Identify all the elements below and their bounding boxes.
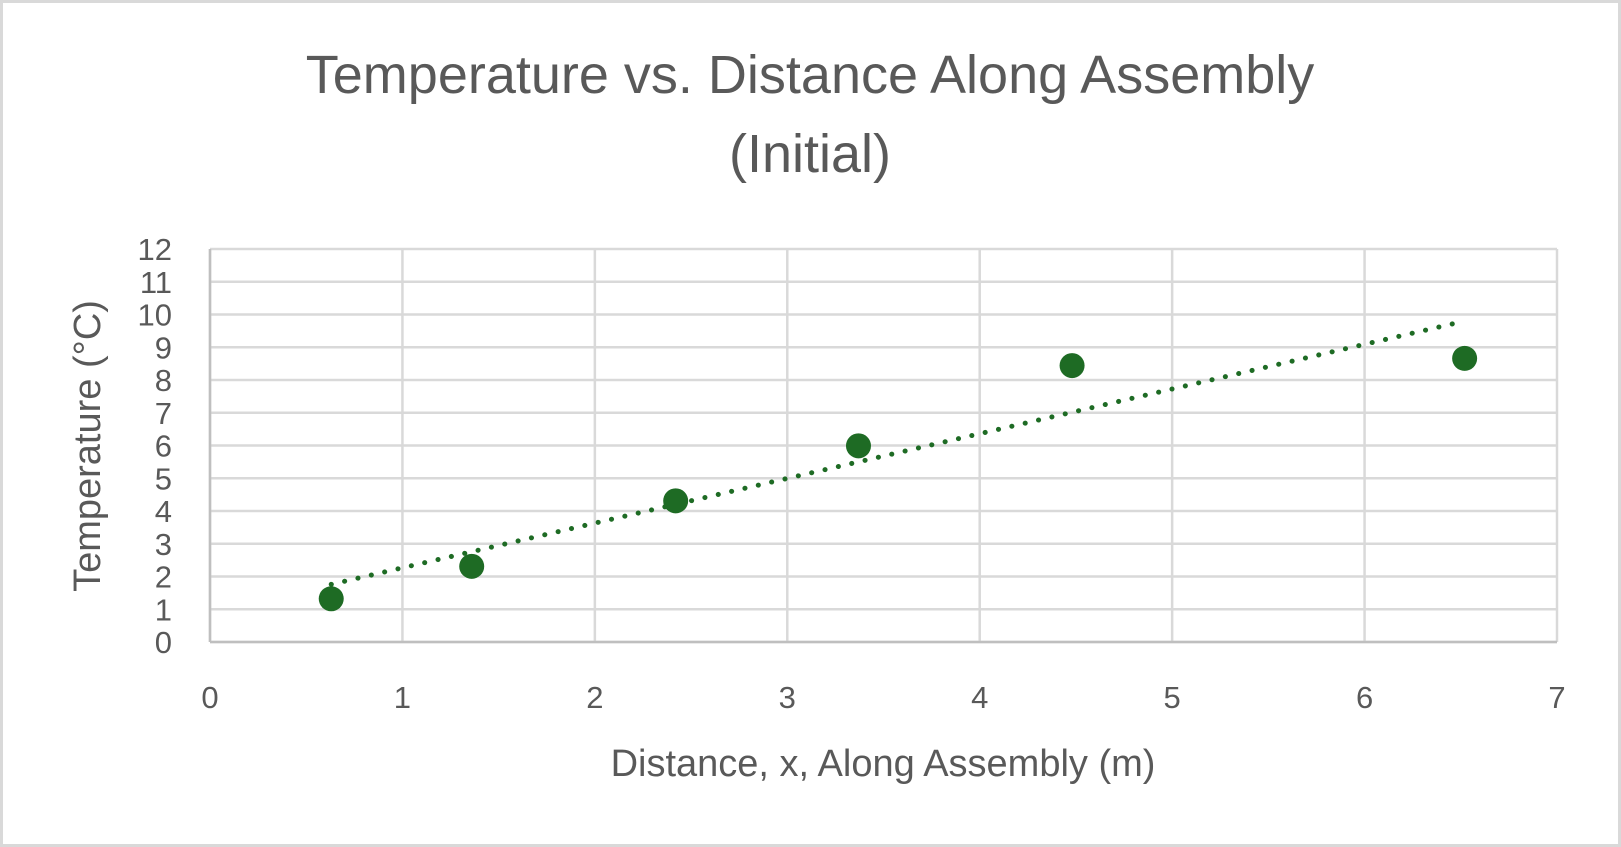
data-point-marker: [459, 553, 485, 579]
x-tick-label: 3: [779, 680, 796, 715]
y-tick-label: 1: [155, 592, 172, 627]
y-tick-label: 10: [138, 298, 172, 333]
y-tick-label: 9: [155, 330, 172, 365]
y-axis-title: Temperature (°C): [67, 300, 109, 592]
y-tick-label: 4: [155, 494, 172, 529]
data-point-marker: [1452, 345, 1478, 371]
axes: [208, 249, 1557, 644]
y-tick-label: 7: [155, 396, 172, 431]
x-tick-label: 1: [394, 680, 411, 715]
y-tick-label: 12: [138, 232, 172, 267]
trendline-path: [328, 318, 1468, 587]
chart-title: Temperature vs. Distance Along Assembly …: [306, 45, 1314, 184]
data-point-marker: [663, 488, 689, 514]
x-tick-label: 2: [586, 680, 603, 715]
linear-trendline: [328, 318, 1468, 587]
y-tick-label: 2: [155, 560, 172, 595]
y-tick-label: 11: [140, 265, 172, 300]
gridlines: [208, 247, 1559, 644]
chart-title-line-1: Temperature vs. Distance Along Assembly: [306, 45, 1314, 105]
data-point-marker: [318, 586, 344, 612]
x-tick-label: 6: [1356, 680, 1373, 715]
chart-title-line-2: (Initial): [729, 124, 891, 184]
y-tick-label: 3: [155, 527, 172, 562]
x-tick-label: 7: [1548, 680, 1565, 715]
y-tick-label: 5: [155, 461, 172, 496]
y-tick-label: 8: [155, 363, 172, 398]
x-tick-label: 4: [971, 680, 988, 715]
x-axis-title: Distance, x, Along Assembly (m): [611, 743, 1156, 785]
data-point-marker: [1059, 353, 1085, 379]
data-points: [318, 345, 1478, 612]
data-point-marker: [845, 433, 871, 459]
y-tick-label: 0: [155, 625, 172, 660]
x-tick-label: 5: [1164, 680, 1181, 715]
x-axis-ticks: 0 1 2 3 4 5 6 7: [201, 680, 1565, 715]
x-tick-label: 0: [201, 680, 218, 715]
y-tick-label: 6: [155, 429, 172, 464]
